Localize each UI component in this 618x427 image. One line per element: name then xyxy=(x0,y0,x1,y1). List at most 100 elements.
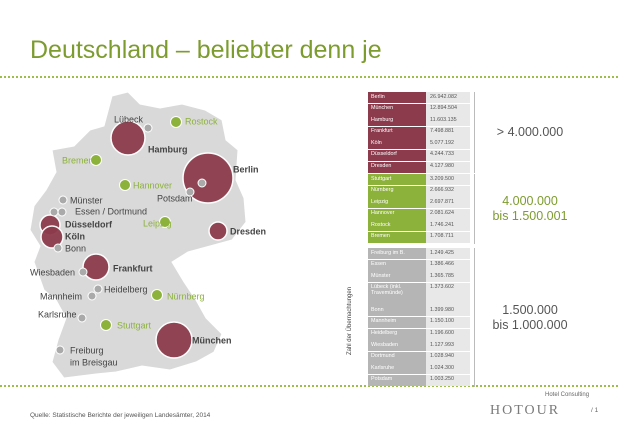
city-label: Lübeck xyxy=(114,114,144,124)
axis-label: Zahl der Übernachtungen xyxy=(347,286,353,356)
table-group: Stuttgart 3.209.500 Nürnberg 2.666.932 Leipz… xyxy=(368,174,472,244)
city-dot xyxy=(100,319,112,331)
city-label: Düsseldorf xyxy=(65,219,113,229)
overnights: 3.209.500 xyxy=(426,174,470,185)
city-name: Wiesbaden xyxy=(368,340,426,352)
city-name: Köln xyxy=(368,138,426,150)
city-name: Leipzig xyxy=(368,197,426,209)
city-name: Essen xyxy=(368,259,426,271)
overnights: 1.399.980 xyxy=(426,305,470,317)
overnights: 1.746.241 xyxy=(426,220,470,232)
city-name: Dresden xyxy=(368,161,426,173)
city-name: Bonn xyxy=(368,305,426,317)
city-dot xyxy=(77,313,87,323)
table-row: Hannover 2.081.624 xyxy=(368,208,472,220)
city-dot xyxy=(159,216,171,228)
overnights: 1.024.300 xyxy=(426,363,470,375)
city-label: Berlin xyxy=(233,164,259,174)
city-label: Nürnberg xyxy=(167,291,205,301)
source: Quelle: Statistische Berichte der jeweil… xyxy=(30,412,211,419)
table-row: Wiesbaden 1.127.993 xyxy=(368,340,472,352)
table-row: Bremen 1.708.711 xyxy=(368,231,472,243)
city-label: Köln xyxy=(65,231,85,241)
city-dot xyxy=(78,267,88,277)
group-label: 1.500.000 bis 1.000.000 xyxy=(480,303,580,333)
city-dot xyxy=(143,123,153,133)
city-dot xyxy=(58,195,68,205)
city-label: Essen / Dortmund xyxy=(75,206,147,216)
table-group: Berlin 26.942.082 München 12.894.504 Hamburg… xyxy=(368,92,472,173)
bracket xyxy=(474,92,475,173)
overnights: 4.244.733 xyxy=(426,149,470,161)
city-bubble xyxy=(182,152,234,204)
city-label: Karlsruhe xyxy=(38,309,77,319)
overnights: 1.127.993 xyxy=(426,340,470,352)
city-name: Münster xyxy=(368,271,426,283)
city-label: im Breisgau xyxy=(70,357,118,367)
table-row: Rostock 1.746.241 xyxy=(368,220,472,232)
group-label: > 4.000.000 xyxy=(480,125,580,140)
city-dot xyxy=(49,207,59,217)
city-bubble xyxy=(110,120,146,156)
table-row: Potsdam 1.003.250 xyxy=(368,374,472,386)
overnights: 1.003.250 xyxy=(426,374,470,386)
city-name: Potsdam xyxy=(368,374,426,386)
table-row: Leipzig 2.697.871 xyxy=(368,197,472,209)
overnights: 1.150.100 xyxy=(426,316,470,328)
city-name: Frankfurt xyxy=(368,126,426,138)
overnights: 7.498.881 xyxy=(426,126,470,138)
table-row: Berlin 26.942.082 xyxy=(368,92,472,103)
table-row: Dortmund 1.028.940 xyxy=(368,351,472,363)
divider xyxy=(0,385,618,387)
table-row: Düsseldorf 4.244.733 xyxy=(368,149,472,161)
overnights: 1.708.711 xyxy=(426,231,470,243)
city-label: Bremen xyxy=(62,155,94,165)
table-row: Karlsruhe 1.024.300 xyxy=(368,363,472,375)
city-label: Hamburg xyxy=(148,144,188,154)
city-label: Rostock xyxy=(185,116,218,126)
table-group: Freiburg im B. 1.249.425 Essen 1.386.466 Mün… xyxy=(368,248,472,387)
city-label: Leipzig xyxy=(143,218,172,228)
city-dot xyxy=(170,116,182,128)
group-label-line: 4.000.000 xyxy=(502,194,558,208)
city-name: Rostock xyxy=(368,220,426,232)
city-bubble xyxy=(82,253,110,281)
city-dot xyxy=(197,178,207,188)
table-row: Dresden 4.127.980 xyxy=(368,161,472,173)
table-row: Bonn 1.399.980 xyxy=(368,305,472,317)
city-label: Stuttgart xyxy=(117,320,152,330)
city-name: Berlin xyxy=(368,92,426,103)
city-name: Heidelberg xyxy=(368,328,426,340)
logo: HOTOUR xyxy=(490,403,561,418)
overnights: 1.196.600 xyxy=(426,328,470,340)
city-name: Karlsruhe xyxy=(368,363,426,375)
group-label-line: bis 1.500.001 xyxy=(492,209,568,223)
city-dot xyxy=(87,291,97,301)
city-name: Dortmund xyxy=(368,351,426,363)
city-dot xyxy=(55,345,65,355)
city-label: Heidelberg xyxy=(104,284,148,294)
city-dot xyxy=(53,243,63,253)
city-name: Bremen xyxy=(368,231,426,243)
city-dot xyxy=(119,179,131,191)
overnights: 1.373.602 xyxy=(426,282,470,305)
city-name: Nürnberg xyxy=(368,185,426,197)
overnights: 1.028.940 xyxy=(426,351,470,363)
table-row: München 12.894.504 xyxy=(368,103,472,115)
city-bubble xyxy=(208,221,228,241)
city-dot xyxy=(90,154,102,166)
table-row: Hamburg 11.603.135 xyxy=(368,115,472,127)
city-name: Freiburg im B. xyxy=(368,248,426,259)
city-dot xyxy=(93,284,103,294)
city-dot xyxy=(57,207,67,217)
overnights: 1.365.785 xyxy=(426,271,470,283)
overnights: 1.386.466 xyxy=(426,259,470,271)
table-row: Heidelberg 1.196.600 xyxy=(368,328,472,340)
page-number: / 1 xyxy=(591,407,599,414)
table-row: Essen 1.386.466 xyxy=(368,259,472,271)
table-row: Münster 1.365.785 xyxy=(368,271,472,283)
city-label: Bonn xyxy=(65,243,86,253)
city-name: Düsseldorf xyxy=(368,149,426,161)
city-label: Mannheim xyxy=(40,291,82,301)
